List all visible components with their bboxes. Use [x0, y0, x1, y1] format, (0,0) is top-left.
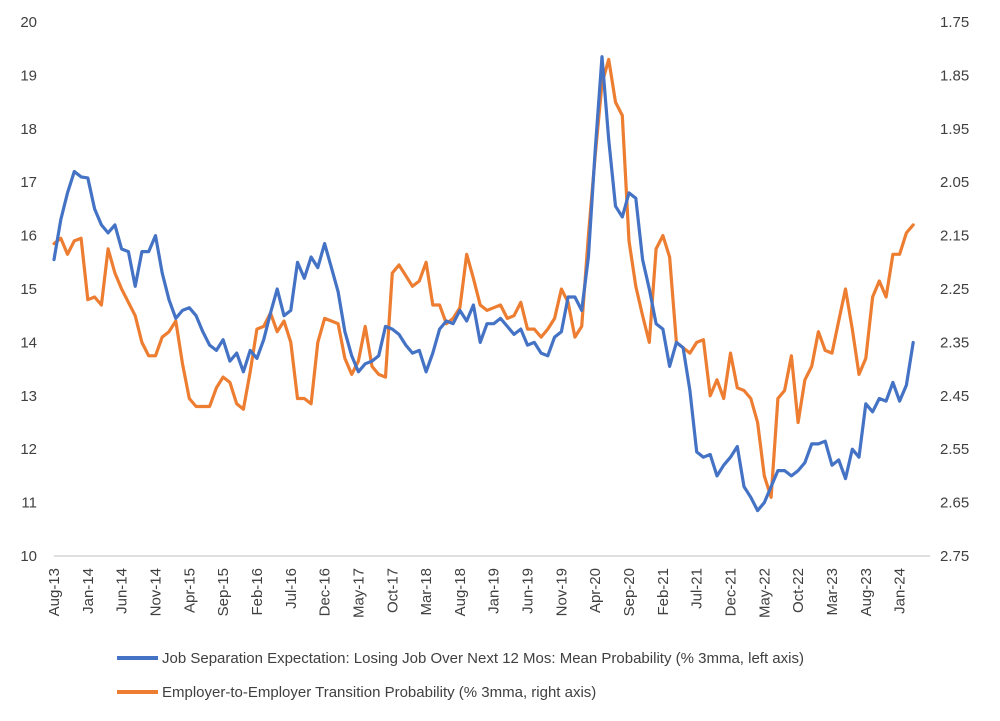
- left-axis: 10 11 12 13 14 15 16 17 18 19 20: [20, 14, 37, 565]
- legend-label-series1: Job Separation Expectation: Losing Job O…: [162, 650, 804, 667]
- x-axis-tick-label: Dec-16: [317, 568, 334, 616]
- left-axis-tick-label: 12: [20, 441, 37, 458]
- right-axis-tick-label: 2.65: [940, 495, 969, 512]
- x-axis-tick-label: Sep-20: [621, 568, 638, 616]
- x-axis-tick-label: Jun-19: [520, 568, 537, 614]
- x-axis-tick-label: Nov-14: [147, 568, 164, 616]
- x-axis-tick-label: Oct-22: [790, 568, 807, 613]
- x-axis-tick-label: Jul-16: [283, 568, 300, 609]
- right-axis-tick-label: 2.25: [940, 281, 969, 298]
- left-axis-tick-label: 18: [20, 121, 37, 138]
- x-axis-tick-label: Jan-14: [80, 568, 97, 614]
- right-axis-tick-label: 2.35: [940, 334, 969, 351]
- x-axis-tick-label: Sep-15: [215, 568, 232, 616]
- x-axis-tick-label: Feb-16: [249, 568, 266, 616]
- right-axis-tick-label: 2.55: [940, 441, 969, 458]
- legend-label-series2: Employer-to-Employer Transition Probabil…: [162, 684, 596, 701]
- left-axis-tick-label: 13: [20, 388, 37, 405]
- left-axis-tick-label: 15: [20, 281, 37, 298]
- x-axis-tick-label: Mar-18: [418, 568, 435, 616]
- x-axis-tick-label: May-22: [756, 568, 773, 618]
- x-axis-tick-label: Jan-24: [892, 568, 909, 614]
- x-axis-tick-label: Apr-20: [587, 568, 604, 613]
- right-axis-tick-label: 2.05: [940, 174, 969, 191]
- series-line-job-separation: [52, 55, 915, 513]
- x-axis-tick-label: Aug-23: [858, 568, 875, 616]
- right-axis-tick-label: 1.85: [940, 67, 969, 84]
- x-axis-tick-label: May-17: [350, 568, 367, 618]
- left-axis-tick-label: 10: [20, 548, 37, 565]
- right-axis-tick-label: 1.95: [940, 121, 969, 138]
- x-axis-tick-label: Jan-19: [486, 568, 503, 614]
- left-axis-tick-label: 16: [20, 228, 37, 245]
- x-axis-tick-label: Aug-18: [452, 568, 469, 616]
- x-axis-tick-label: Feb-21: [655, 568, 672, 616]
- left-axis-tick-label: 20: [20, 14, 37, 31]
- x-axis-tick-label: Apr-15: [181, 568, 198, 613]
- x-axis-tick-label: Nov-19: [553, 568, 570, 616]
- x-axis-tick-label: Aug-13: [46, 568, 63, 616]
- right-axis: 1.75 1.85 1.95 2.05 2.15 2.25 2.35 2.45 2.55 2.65…: [940, 14, 969, 565]
- left-axis-tick-label: 14: [20, 334, 37, 351]
- left-axis-tick-label: 19: [20, 67, 37, 84]
- plot-lines: [52, 55, 915, 513]
- legend: Job Separation Expectation: Losing Job O…: [117, 650, 804, 701]
- x-axis: Aug-13 Jan-14 Jun-14 Nov-14 Apr-15 Sep-15 Feb-…: [46, 568, 909, 618]
- left-axis-tick-label: 11: [21, 495, 37, 512]
- right-axis-tick-label: 2.15: [940, 228, 969, 245]
- right-axis-tick-label: 2.75: [940, 548, 969, 565]
- series-line-e2e-transition: [52, 57, 915, 499]
- x-axis-tick-label: Mar-23: [824, 568, 841, 616]
- x-axis-tick-label: Jul-21: [689, 568, 706, 609]
- right-axis-tick-label: 1.75: [940, 14, 969, 31]
- right-axis-tick-label: 2.45: [940, 388, 969, 405]
- x-axis-tick-label: Oct-17: [384, 568, 401, 613]
- left-axis-tick-label: 17: [20, 174, 37, 191]
- x-axis-tick-label: Dec-21: [723, 568, 740, 616]
- x-axis-tick-label: Jun-14: [114, 568, 131, 614]
